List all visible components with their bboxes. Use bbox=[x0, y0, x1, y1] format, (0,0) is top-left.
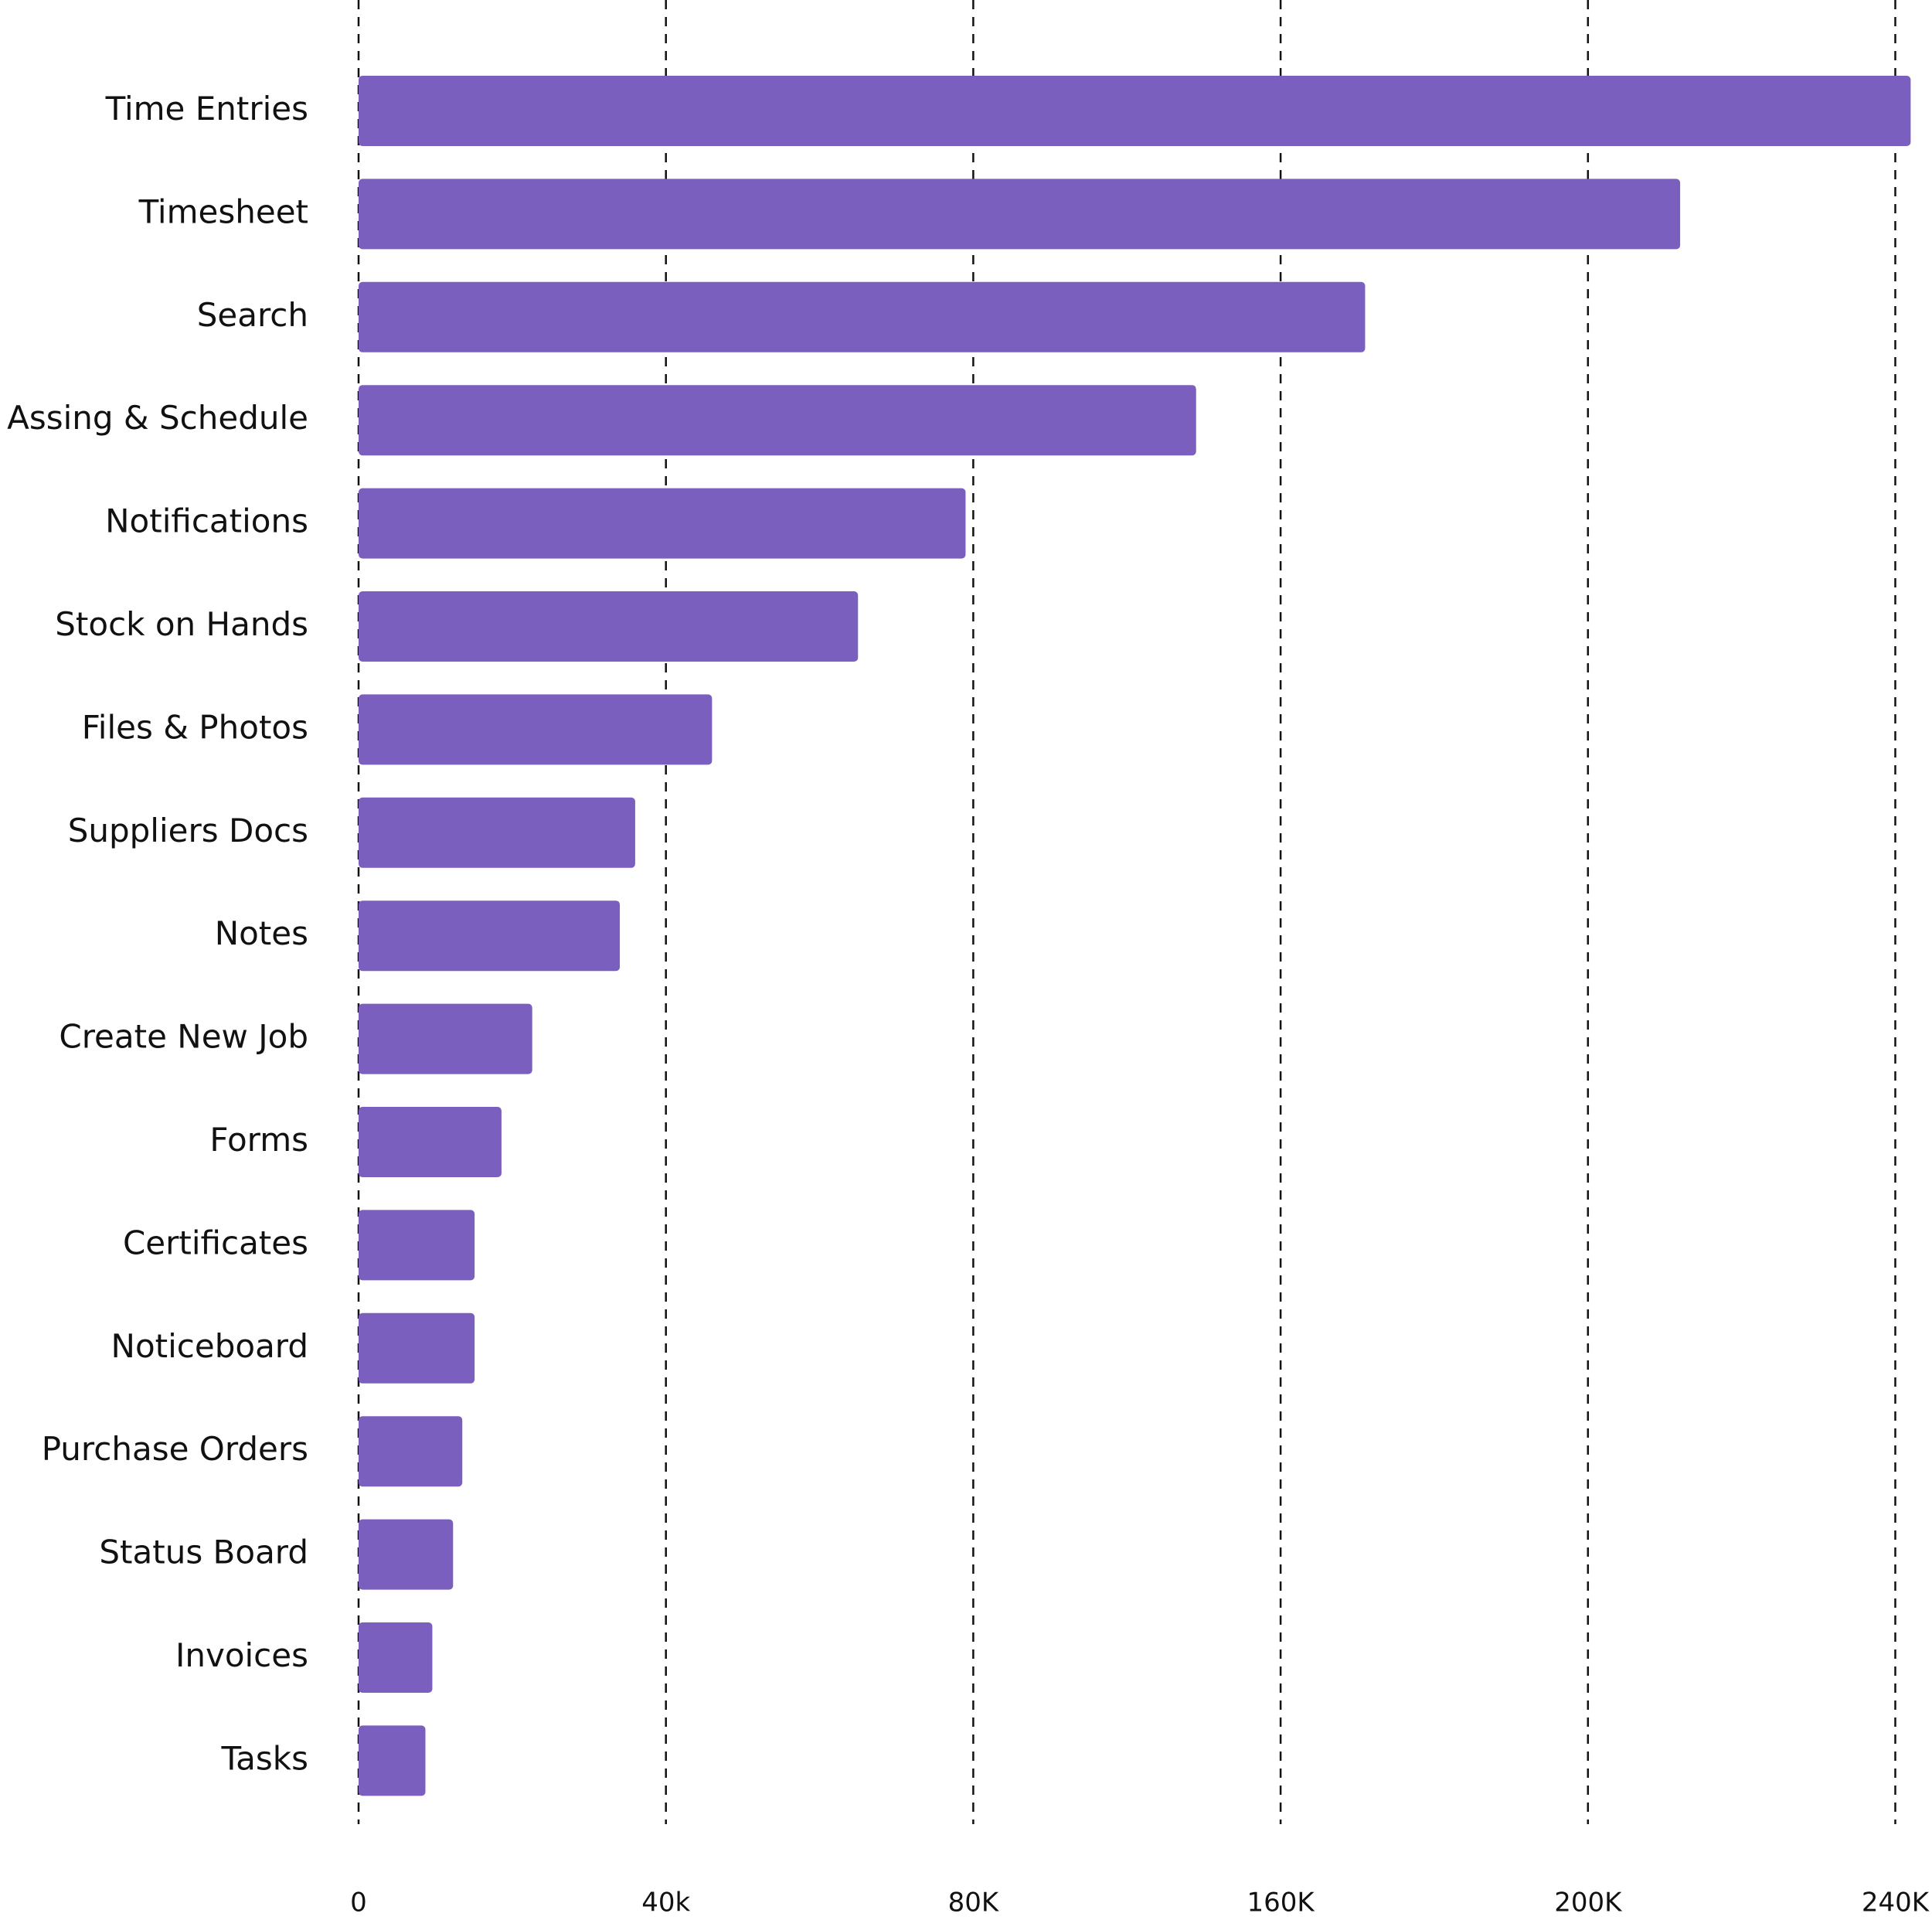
y-tick-label: Create New Job bbox=[59, 1018, 308, 1056]
y-tick-label: Timesheet bbox=[138, 192, 308, 230]
bar bbox=[359, 1107, 502, 1177]
bar bbox=[359, 1622, 433, 1693]
x-tick-label: 200K bbox=[1554, 1888, 1623, 1918]
bar bbox=[359, 797, 635, 868]
bar bbox=[359, 1312, 475, 1384]
bar bbox=[359, 76, 1911, 146]
bar bbox=[359, 694, 713, 765]
bar bbox=[359, 1519, 454, 1590]
y-tick-label: Notes bbox=[215, 914, 308, 952]
bar bbox=[359, 591, 859, 662]
y-tick-label: Forms bbox=[209, 1121, 308, 1159]
x-tick-label: 40k bbox=[641, 1888, 690, 1918]
y-tick-label: Assing & Schedule bbox=[7, 399, 308, 437]
bar bbox=[359, 179, 1681, 250]
x-tick-label: 0 bbox=[350, 1888, 367, 1918]
y-tick-label: Suppliers Docs bbox=[68, 812, 308, 849]
y-tick-label: Purchase Orders bbox=[42, 1430, 308, 1468]
y-tick-label: Files & Photos bbox=[82, 708, 308, 746]
y-tick-label: Invoices bbox=[175, 1636, 308, 1674]
bar bbox=[359, 900, 621, 972]
bar bbox=[359, 1725, 426, 1796]
y-tick-label: Time Entries bbox=[105, 90, 308, 128]
bar bbox=[359, 1416, 463, 1487]
bar bbox=[359, 281, 1366, 352]
y-tick-label: Status Board bbox=[99, 1534, 308, 1571]
y-tick-label: Notifications bbox=[105, 502, 308, 540]
y-tick-label: Certificates bbox=[123, 1224, 308, 1261]
y-tick-label: Noticeboard bbox=[111, 1327, 308, 1365]
y-tick-label: Tasks bbox=[220, 1739, 308, 1777]
bar bbox=[359, 488, 966, 559]
y-tick-label: Stock on Hands bbox=[55, 605, 308, 643]
y-tick-label: Search bbox=[197, 296, 308, 334]
bar bbox=[359, 385, 1196, 456]
bar bbox=[359, 1210, 475, 1281]
x-tick-label: 240K bbox=[1862, 1888, 1930, 1918]
x-tick-label: 80K bbox=[948, 1888, 1000, 1918]
x-tick-label: 160K bbox=[1247, 1888, 1315, 1918]
bar bbox=[359, 1003, 532, 1074]
